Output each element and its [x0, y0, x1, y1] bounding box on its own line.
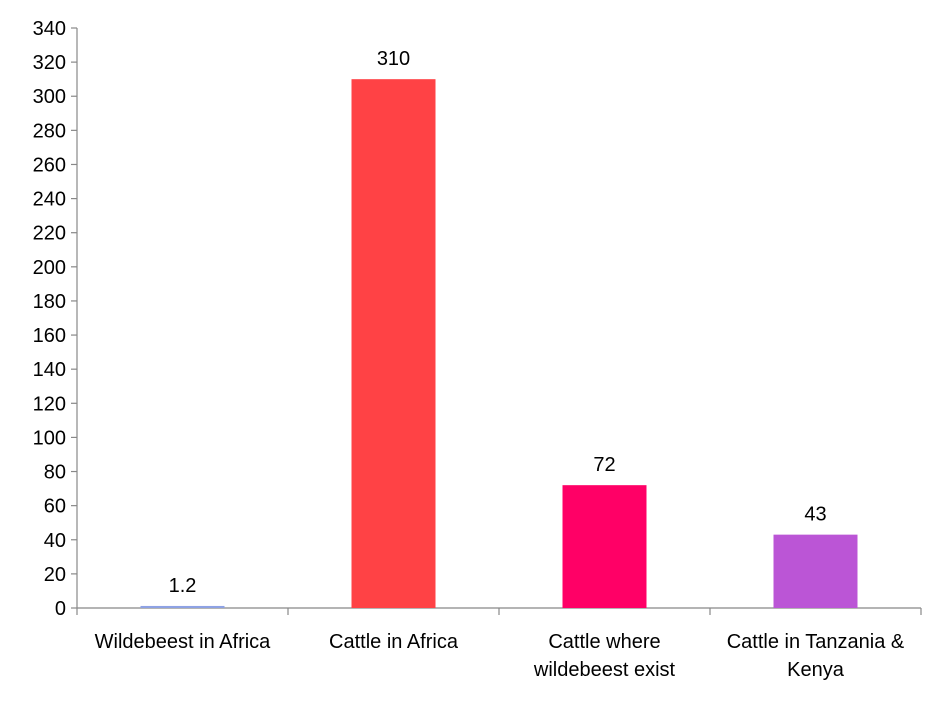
data-labels: 1.2 310 72 43	[169, 48, 827, 597]
y-tick-label: 40	[44, 530, 66, 552]
y-tick-label: 300	[33, 86, 66, 108]
y-tick-label: 340	[33, 18, 66, 40]
y-tick-label: 180	[33, 291, 66, 313]
bar	[140, 605, 225, 608]
category-label: Cattle in Africa	[329, 631, 459, 653]
y-tick-label: 0	[55, 598, 66, 620]
y-tick-label: 100	[33, 427, 66, 449]
y-axis: 0 20 40 60 80 100 120 140 160 180 200 220 240 260 280 3…	[33, 18, 78, 620]
y-tick-label: 320	[33, 52, 66, 74]
category-label: Cattle where	[548, 631, 660, 653]
bar	[351, 79, 436, 609]
data-label: 1.2	[169, 575, 197, 597]
y-tick-label: 60	[44, 496, 66, 518]
y-tick-label: 240	[33, 189, 66, 211]
y-tick-label: 280	[33, 120, 66, 142]
bar	[562, 485, 647, 608]
bars	[140, 79, 858, 609]
category-labels: Wildebeest in Africa Cattle in Africa Catt…	[95, 631, 905, 681]
y-tick-label: 20	[44, 564, 66, 586]
category-label: Cattle in Tanzania &	[727, 631, 905, 653]
y-tick-label: 160	[33, 325, 66, 347]
data-label: 310	[377, 48, 410, 70]
y-tick-label: 120	[33, 393, 66, 415]
y-tick-label: 200	[33, 257, 66, 279]
y-tick-label: 80	[44, 462, 66, 484]
y-tick-label: 140	[33, 359, 66, 381]
category-label: Kenya	[787, 659, 845, 681]
y-tick-label: 260	[33, 154, 66, 176]
category-label: Wildebeest in Africa	[95, 631, 272, 653]
x-axis	[76, 607, 922, 615]
data-label: 72	[593, 454, 615, 476]
y-tick-label: 220	[33, 223, 66, 245]
category-label: wildebeest exist	[533, 659, 676, 681]
data-label: 43	[804, 504, 826, 526]
bar	[773, 534, 858, 608]
